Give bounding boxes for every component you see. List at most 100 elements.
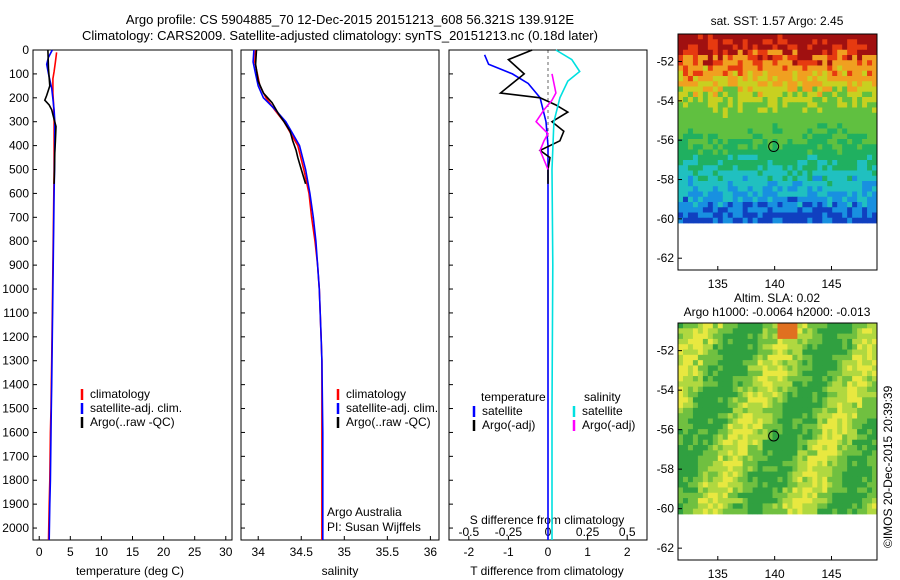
- sla_map-cell: [847, 450, 853, 457]
- sst_map-cell: [712, 144, 719, 150]
- sla_map-cell: [757, 476, 763, 483]
- sst_map-cell: [717, 65, 724, 72]
- sla_map-cell: [777, 370, 783, 377]
- sst_map-cell: [757, 55, 763, 61]
- sla_map-cell: [797, 450, 803, 457]
- sla_map-cell: [678, 487, 684, 494]
- sst_map-cell: [822, 212, 828, 219]
- sla_map-cell: [817, 455, 823, 462]
- sla_map-cell: [807, 397, 813, 403]
- sst_map-cell: [757, 175, 763, 182]
- sla_map-cell: [867, 471, 873, 478]
- sst_map-cell: [702, 186, 709, 192]
- sla_map-cell: [707, 434, 714, 441]
- sst_map-cell: [777, 149, 783, 156]
- sst_map-cell: [712, 70, 719, 77]
- sst_map-cell: [747, 81, 754, 87]
- sla_map-cell: [692, 344, 699, 350]
- sst_map-cell: [772, 144, 778, 150]
- sla_map-cell: [777, 365, 783, 372]
- sst_map-cell: [852, 139, 858, 145]
- sst_map-cell: [722, 112, 729, 119]
- sst_map-cell: [717, 212, 724, 219]
- sla_map-cell: [842, 354, 848, 361]
- sst_map-cell: [797, 81, 803, 87]
- sst_map-cell: [717, 160, 724, 166]
- sla_map-cell: [687, 386, 694, 393]
- temperature-ytick-label: 1900: [2, 497, 29, 511]
- sla_map-cell: [682, 381, 689, 388]
- sla_map-cell: [722, 429, 729, 435]
- sst_map-cell: [792, 39, 798, 45]
- sst_map-cell: [682, 49, 689, 56]
- sst_map-cell: [787, 76, 793, 82]
- sla_map-cell: [678, 492, 684, 499]
- sst_map-cell: [752, 212, 759, 219]
- sst_map-cell: [747, 191, 754, 198]
- sla_map-cell: [767, 407, 773, 414]
- sst_map-cell: [682, 102, 689, 108]
- sst_map-cell: [792, 165, 798, 171]
- sst_map-cell: [742, 39, 749, 45]
- sla_map-cell: [772, 360, 778, 366]
- sla_map-cell: [807, 360, 813, 366]
- sst_map-cell: [678, 186, 684, 192]
- sla_map-cell: [757, 482, 763, 488]
- sla_map-cell: [837, 503, 843, 510]
- sst_map-cell: [862, 65, 868, 72]
- sla_map-cell: [857, 413, 863, 419]
- sla_map-cell: [872, 503, 878, 510]
- sla_map-cell: [702, 391, 709, 398]
- sst_map-cell: [727, 165, 734, 171]
- sla_map-cell: [678, 338, 684, 345]
- sla_map-cell: [678, 397, 684, 403]
- sst_map-cell: [692, 191, 699, 198]
- sst_map-cell: [732, 170, 739, 177]
- sst_map-cell: [702, 107, 709, 114]
- sst_map-cell: [862, 160, 868, 166]
- sst_map-cell: [777, 49, 783, 56]
- sla_map-cell: [852, 487, 858, 494]
- sst_map-cell: [678, 128, 684, 135]
- sst_map-cell: [807, 123, 813, 129]
- sst_map-cell: [707, 91, 714, 98]
- sla_map-cell: [687, 413, 694, 419]
- sla_map-cell: [742, 391, 749, 398]
- sla_map-cell: [822, 333, 828, 340]
- sst_map-cell: [852, 107, 858, 114]
- temperature-ytick-label: 1500: [2, 402, 29, 416]
- sst_map-cell: [752, 97, 759, 103]
- sla_map-cell: [727, 360, 734, 366]
- sst_map-cell: [812, 196, 818, 203]
- sla_map-cell: [767, 402, 773, 409]
- sla_map-cell: [867, 360, 873, 366]
- sst_map-cell: [717, 91, 724, 98]
- sla_map-cell: [862, 391, 868, 398]
- sla_map-cell: [812, 492, 818, 499]
- sst_map-cell: [852, 165, 858, 171]
- sla_map-cell: [707, 407, 714, 414]
- sst_map-cell: [872, 191, 878, 198]
- sst_map-cell: [837, 186, 843, 192]
- sla_map-cell: [682, 450, 689, 457]
- sla_map-cell: [872, 429, 878, 435]
- sla_map-cell: [717, 349, 724, 356]
- temperature-xtick-label: 30: [219, 545, 233, 559]
- sla_map-cell: [742, 466, 749, 472]
- sla_map-cell: [867, 323, 873, 329]
- sla_map-cell: [852, 413, 858, 419]
- sla_map-cell: [867, 386, 873, 393]
- sla_map-cell: [752, 370, 759, 377]
- sla_map-cell: [867, 344, 873, 350]
- sst_map-cell: [827, 118, 833, 124]
- sla_map-cell: [812, 460, 818, 467]
- sla_map-cell: [847, 508, 853, 515]
- sla_map-cell: [757, 445, 763, 451]
- sst_map-cell: [797, 97, 803, 103]
- sla_map-cell: [802, 487, 808, 494]
- salinity-panel: salinity Argo Australia PI: Susan Wijffe…: [240, 49, 440, 578]
- sst_map-cell: [832, 65, 838, 72]
- sla_map-cell: [767, 498, 773, 504]
- sst_map-cell: [767, 44, 773, 51]
- sla_map-cell: [707, 482, 714, 488]
